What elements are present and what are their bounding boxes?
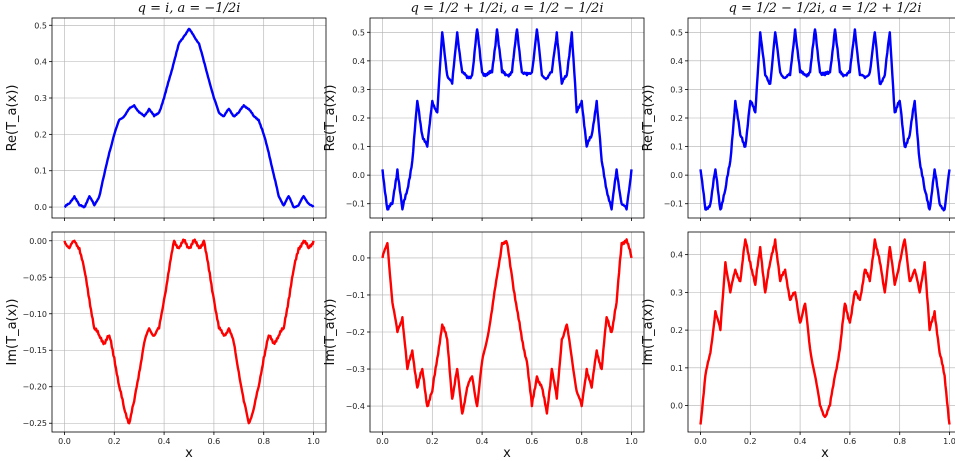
panel-row2-col2: 0.0 −0.1 −0.2 −0.3 −0.4 0.0 0.2 0.4 0.6 0.8 1.0 Im(… — [323, 231, 645, 446]
y-tick-label-row2-col3-3: 0.3 — [670, 288, 683, 297]
y-tick-label-row1-col2-1: 0.0 — [352, 171, 365, 180]
y-tick-label-row2-col1-2: −0.10 — [22, 310, 47, 319]
series-line-row2-col2 — [381, 238, 633, 415]
axes-frame-row1-col1 — [51, 17, 327, 219]
y-tick-label-row1-col3-6: 0.5 — [670, 28, 683, 37]
x-tick-label-row2-col2-2: 0.4 — [476, 437, 489, 446]
x-tick-label-row2-col3-1: 0.2 — [744, 437, 757, 446]
y-axis-label-row2-col2: Im(T_a(x)) — [323, 299, 338, 366]
panel-row2-col1: 0.00 −0.05 −0.10 −0.15 −0.20 −0.25 0.0 0.2 0.4 0.… — [5, 231, 327, 446]
y-tick-label-row2-col2-3: −0.3 — [346, 365, 365, 374]
panel-row2-col3: 0.0 0.1 0.2 0.3 0.4 0.0 0.2 0.4 0.6 0.8 1.0 Im(T_a(… — [641, 231, 955, 446]
x-axis-label-col1: x — [185, 446, 193, 461]
y-tick-label-row1-col2-3: 0.2 — [352, 114, 365, 123]
x-tick-label-row2-col1-0: 0.0 — [58, 437, 71, 446]
y-tick-label-row1-col2-0: −0.1 — [346, 200, 365, 209]
y-axis-label-row2-col1: Im(T_a(x)) — [5, 299, 20, 366]
x-axis-label-col3: x — [821, 446, 829, 461]
axes-frame-row2-col2 — [369, 231, 645, 433]
y-tick-label-row1-col3-4: 0.3 — [670, 85, 683, 94]
y-tick-label-row1-col1-0: 0.0 — [34, 203, 47, 212]
x-tick-label-row2-col3-2: 0.4 — [794, 437, 807, 446]
x-axis-label-col2: x — [503, 446, 511, 461]
panel-title-col1: q = i, a = −1/2i — [138, 1, 241, 16]
y-tick-label-row2-col3-2: 0.2 — [670, 326, 683, 335]
y-tick-label-row1-col1-2: 0.2 — [34, 130, 47, 139]
y-tick-label-row1-col3-2: 0.1 — [670, 143, 683, 152]
y-tick-label-row1-col3-1: 0.0 — [670, 171, 683, 180]
x-tick-label-row2-col3-0: 0.0 — [694, 437, 707, 446]
y-tick-label-row1-col2-4: 0.3 — [352, 85, 365, 94]
panel-title-col2: q = 1/2 + 1/2i, a = 1/2 − 1/2i — [411, 1, 604, 16]
panel-title-col3: q = 1/2 − 1/2i, a = 1/2 + 1/2i — [729, 1, 922, 16]
x-tick-label-row2-col1-5: 1.0 — [307, 437, 320, 446]
x-tick-label-row2-col3-5: 1.0 — [943, 437, 955, 446]
y-axis-label-row1-col1: Re(T_a(x)) — [5, 85, 20, 152]
axes-frame-row2-col3 — [687, 231, 955, 433]
x-tick-label-row2-col2-1: 0.2 — [426, 437, 439, 446]
y-tick-label-row1-col1-5: 0.5 — [34, 21, 47, 30]
y-tick-label-row1-col1-1: 0.1 — [34, 167, 47, 176]
y-tick-label-row2-col1-0: 0.00 — [29, 237, 47, 246]
axes-frame-row2-col1 — [51, 231, 327, 433]
y-tick-label-row2-col3-0: 0.0 — [670, 402, 683, 411]
y-tick-label-row1-col1-4: 0.4 — [34, 58, 47, 67]
x-tick-label-row2-col1-3: 0.6 — [208, 437, 221, 446]
y-tick-label-row1-col1-3: 0.3 — [34, 94, 47, 103]
x-tick-label-row2-col2-5: 1.0 — [625, 437, 638, 446]
y-tick-label-row2-col1-3: −0.15 — [22, 346, 47, 355]
x-tick-label-row2-col1-2: 0.4 — [158, 437, 171, 446]
y-tick-label-row1-col2-2: 0.1 — [352, 143, 365, 152]
panel-row1-col2: −0.1 0.0 0.1 0.2 0.3 0.4 0.5 Re(T_a(x)) — [323, 17, 645, 221]
y-tick-label-row1-col3-5: 0.4 — [670, 57, 683, 66]
y-tick-label-row2-col1-4: −0.20 — [22, 383, 47, 392]
y-axis-label-row1-col3: Re(T_a(x)) — [641, 85, 656, 152]
series-line-row2-col1 — [63, 238, 315, 425]
y-tick-label-row2-col2-2: −0.2 — [346, 328, 365, 337]
x-tick-label-row2-col2-0: 0.0 — [376, 437, 389, 446]
panel-row1-col1: 0.0 0.1 0.2 0.3 0.4 0.5 Re(T_a(x)) — [5, 17, 327, 221]
y-tick-label-row2-col2-0: 0.0 — [352, 254, 365, 263]
y-tick-label-row1-col3-3: 0.2 — [670, 114, 683, 123]
series-line-row1-col3 — [699, 28, 951, 212]
y-tick-label-row2-col1-1: −0.05 — [22, 273, 47, 282]
y-tick-label-row1-col2-6: 0.5 — [352, 28, 365, 37]
x-tick-label-row2-col2-3: 0.6 — [526, 437, 539, 446]
x-tick-label-row2-col3-3: 0.6 — [844, 437, 857, 446]
y-tick-label-row2-col2-1: −0.1 — [346, 291, 365, 300]
axes-frame-row1-col2 — [369, 17, 645, 219]
y-tick-label-row2-col3-1: 0.1 — [670, 364, 683, 373]
series-line-row1-col2 — [381, 28, 633, 211]
panel-row1-col3: −0.1 0.0 0.1 0.2 0.3 0.4 0.5 Re(T_a(x)) — [641, 17, 955, 221]
y-tick-label-row1-col2-5: 0.4 — [352, 57, 365, 66]
x-tick-label-row2-col1-4: 0.8 — [257, 437, 270, 446]
series-line-row2-col3 — [699, 238, 951, 425]
y-tick-label-row1-col3-0: −0.1 — [664, 200, 683, 209]
y-tick-label-row2-col2-4: −0.4 — [346, 402, 365, 411]
y-axis-label-row2-col3: Im(T_a(x)) — [641, 299, 656, 366]
y-axis-label-row1-col2: Re(T_a(x)) — [323, 85, 338, 152]
x-tick-label-row2-col2-4: 0.8 — [575, 437, 588, 446]
axes-frame-row1-col3 — [687, 17, 955, 219]
y-tick-label-row2-col1-5: −0.25 — [22, 419, 47, 428]
x-tick-label-row2-col1-1: 0.2 — [108, 437, 121, 446]
y-tick-label-row2-col3-4: 0.4 — [670, 251, 683, 260]
x-tick-label-row2-col3-4: 0.8 — [893, 437, 906, 446]
series-line-row1-col1 — [63, 27, 315, 209]
